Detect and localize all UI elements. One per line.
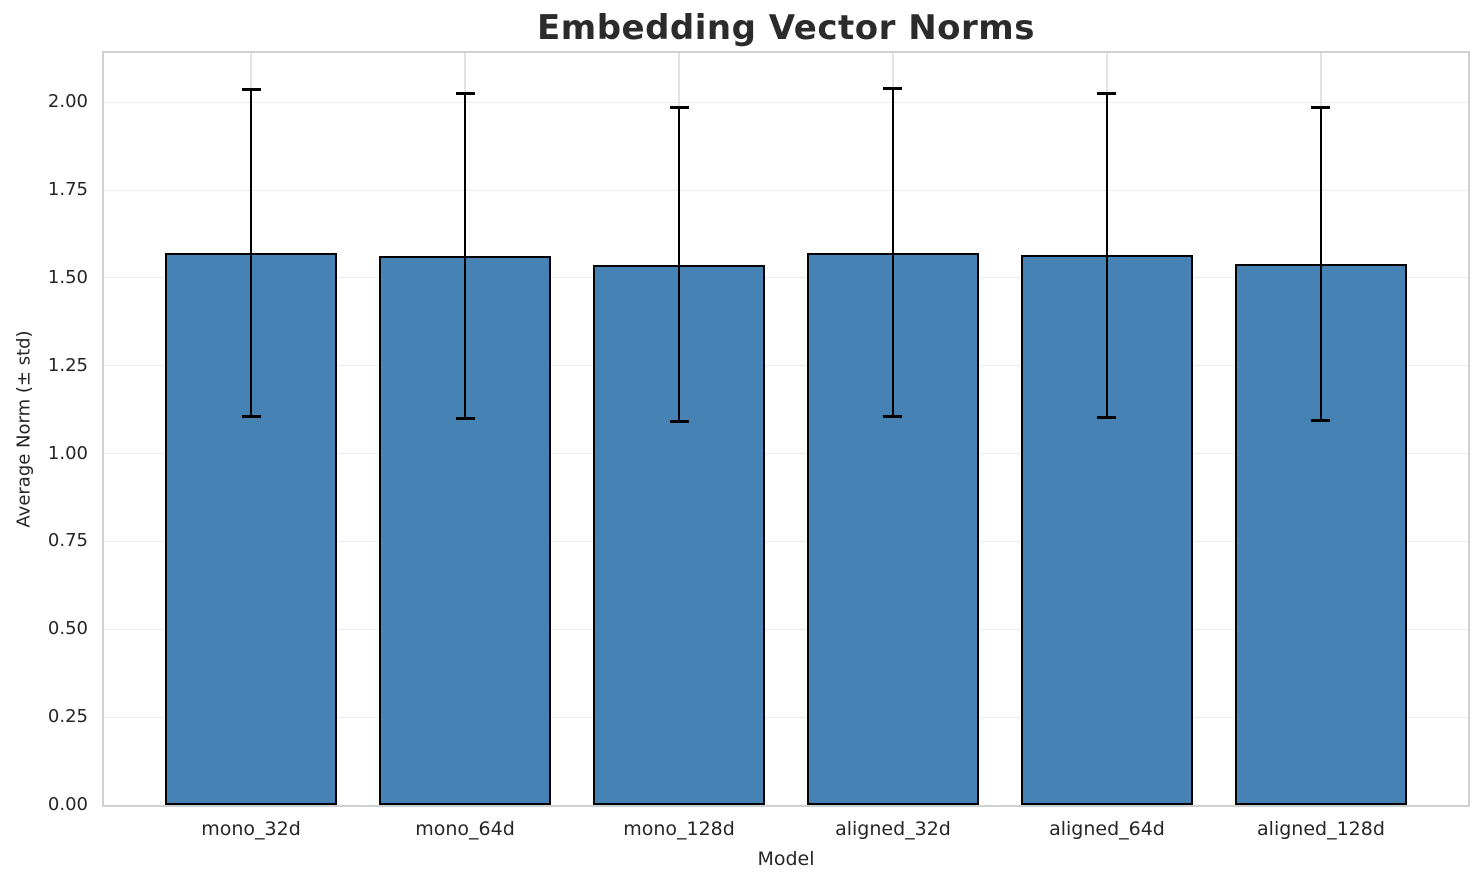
ytick-label-1.25: 1.25 (47, 354, 88, 376)
gridline-h-1.00 (104, 453, 1468, 455)
error-bar-cap-top-aligned_64d (1097, 91, 1117, 95)
error-bar-line-aligned_32d (891, 88, 895, 417)
ytick-label-2.00: 2.00 (47, 91, 88, 113)
error-bar-cap-top-mono_64d (455, 91, 475, 95)
xtick-label-mono_32d: mono_32d (201, 818, 301, 840)
ytick-label-0.50: 0.50 (47, 618, 88, 640)
xtick-label-mono_64d: mono_64d (415, 818, 515, 840)
error-bar-cap-top-aligned_128d (1311, 105, 1331, 109)
error-bar-cap-top-aligned_32d (883, 86, 903, 90)
error-bar-cap-bottom-aligned_64d (1097, 416, 1117, 420)
gridline-h-1.75 (104, 189, 1468, 191)
xtick-label-aligned_64d: aligned_64d (1049, 818, 1165, 840)
error-bar-cap-bottom-mono_32d (241, 415, 261, 419)
ytick-label-0.25: 0.25 (47, 706, 88, 728)
gridline-h-0.25 (104, 716, 1468, 718)
error-bars-layer (104, 53, 1468, 805)
error-bar-cap-bottom-aligned_128d (1311, 419, 1331, 423)
ytick-label-0.75: 0.75 (47, 530, 88, 552)
bars-layer (104, 53, 1468, 805)
gridline-h-1.50 (104, 277, 1468, 279)
xtick-label-aligned_32d: aligned_32d (835, 818, 951, 840)
error-bar-cap-bottom-mono_128d (669, 419, 689, 423)
bar-aligned_32d (807, 252, 979, 805)
gridline-h-2.00 (104, 101, 1468, 103)
ytick-label-0.00: 0.00 (47, 794, 88, 815)
error-bar-line-mono_128d (677, 107, 681, 422)
ytick-label-1.00: 1.00 (47, 442, 88, 464)
error-bar-line-mono_64d (463, 93, 467, 419)
error-bar-cap-bottom-aligned_32d (883, 415, 903, 419)
ytick-label-1.50: 1.50 (47, 266, 88, 288)
error-bar-line-mono_32d (249, 89, 253, 417)
x-axis-label: Model (757, 848, 815, 870)
gridline-h-0.50 (104, 628, 1468, 630)
error-bar-cap-top-mono_128d (669, 106, 689, 110)
chart-title: Embedding Vector Norms (537, 8, 1035, 48)
gridline-h-0.75 (104, 540, 1468, 542)
ytick-label-1.75: 1.75 (47, 179, 88, 201)
xtick-label-mono_128d: mono_128d (623, 818, 735, 840)
plot-area (102, 51, 1470, 807)
error-bar-line-aligned_64d (1105, 93, 1109, 418)
error-bar-cap-bottom-mono_64d (455, 416, 475, 420)
error-bar-line-aligned_128d (1319, 107, 1323, 421)
xtick-label-aligned_128d: aligned_128d (1257, 818, 1385, 840)
gridline-h-1.25 (104, 365, 1468, 367)
error-bar-cap-top-mono_32d (241, 87, 261, 91)
